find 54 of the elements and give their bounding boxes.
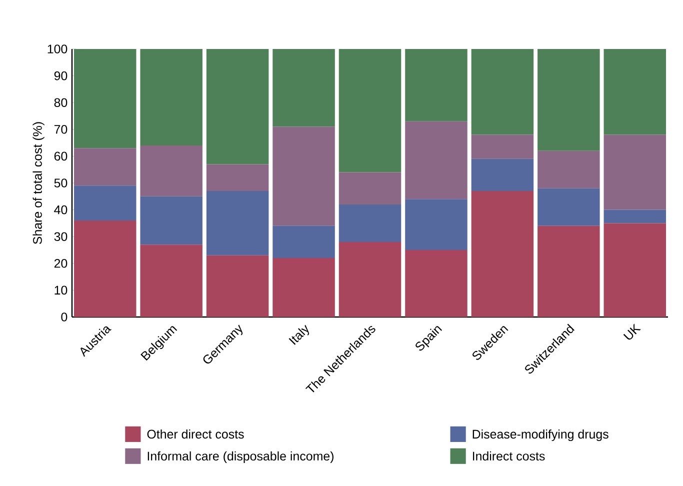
- bar: [338, 204, 402, 242]
- bar: [140, 48, 202, 146]
- bar: [338, 242, 402, 317]
- bar: [338, 172, 402, 204]
- bar: [405, 48, 468, 122]
- legend-label: Disease-modifying drugs: [472, 429, 608, 442]
- y-tick-label: 40: [54, 205, 68, 214]
- bar: [338, 48, 402, 172]
- bar: [74, 48, 136, 148]
- bar: [538, 188, 600, 226]
- y-axis-title: Share of total cost (%): [32, 122, 44, 244]
- bar: [471, 48, 534, 135]
- legend-label: Informal care (disposable income): [148, 451, 334, 463]
- bar: [604, 48, 666, 135]
- bar: [604, 210, 666, 224]
- bar: [471, 191, 534, 317]
- bar: [471, 134, 534, 159]
- y-tick-label: 100: [48, 44, 68, 54]
- y-tick-label: 20: [54, 259, 68, 268]
- bar: [604, 223, 666, 317]
- bar: [206, 191, 269, 256]
- y-tick-label: 50: [54, 178, 68, 188]
- x-tick-label: Italy: [288, 324, 309, 345]
- bar: [140, 244, 202, 317]
- bar: [272, 226, 335, 258]
- bar: [74, 148, 136, 186]
- bar: [272, 48, 335, 127]
- y-tick-label: 70: [54, 124, 68, 134]
- bar: [272, 258, 335, 317]
- y-tick-label: 90: [54, 71, 68, 80]
- bar: [272, 126, 335, 226]
- y-tick-label: 30: [54, 232, 68, 242]
- bar: [538, 226, 600, 317]
- bar: [538, 150, 600, 188]
- bar: [140, 196, 202, 245]
- bar: [74, 186, 136, 221]
- y-tick-label: 80: [54, 98, 68, 108]
- bar: [206, 255, 269, 317]
- bar: [405, 121, 468, 200]
- y-tick-label: 0: [61, 312, 68, 322]
- y-tick-label: 10: [54, 286, 68, 295]
- bar: [405, 199, 468, 250]
- bar: [206, 164, 269, 192]
- bar: [74, 220, 136, 317]
- legend-label: Other direct costs: [147, 429, 244, 439]
- legend-label: Indirect costs: [472, 451, 545, 461]
- bar: [471, 158, 534, 192]
- bar: [604, 134, 666, 210]
- x-tick-label: UK: [623, 324, 641, 340]
- bar: [538, 48, 600, 151]
- bar: [206, 48, 269, 164]
- y-tick-label: 60: [54, 152, 68, 161]
- bar: [140, 145, 202, 196]
- bar: [405, 250, 468, 317]
